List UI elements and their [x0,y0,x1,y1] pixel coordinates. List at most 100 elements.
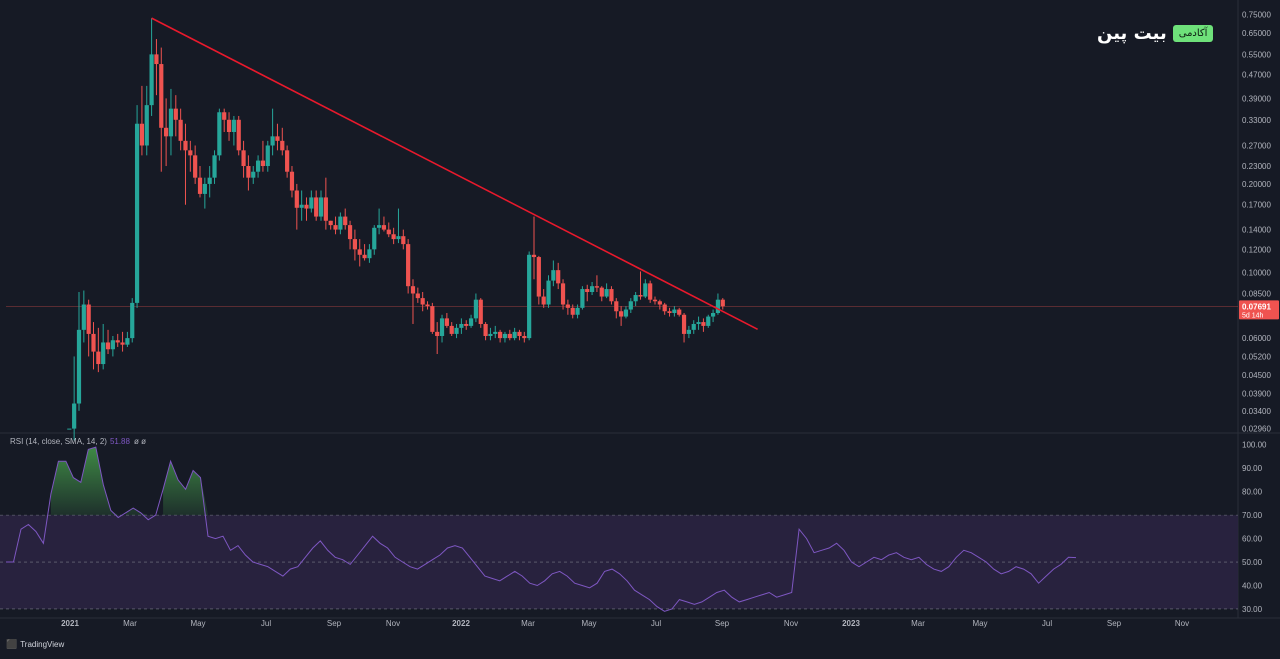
candle-body [343,216,348,226]
candle [677,307,682,317]
candle [643,279,648,299]
candle [498,329,503,343]
candle [410,279,416,324]
candle [507,329,512,341]
candle [589,281,595,296]
candle-body [619,311,624,317]
rsi-tick-label: 50.00 [1242,558,1263,567]
candle-body [493,331,498,334]
candle [609,286,614,305]
candle-body [696,322,701,324]
rsi-settings-icons[interactable]: ø ø [133,437,146,446]
time-axis-label: May [972,619,987,628]
candle-body [648,283,653,300]
candle-body [420,298,425,305]
candle-body [212,155,217,178]
candle-body [686,329,691,334]
time-axis-label: May [581,619,596,628]
candle [299,190,304,221]
time-axis-label: May [190,619,205,628]
candle [115,333,120,347]
candle-body [231,119,236,132]
candle-body [125,338,130,345]
candle [178,108,183,151]
candle [638,271,643,300]
candle-body [585,289,590,293]
candle-body [701,322,706,326]
candle [701,318,706,332]
candle-body [217,112,222,156]
candle [662,302,667,315]
candle [619,306,624,326]
candle-body [541,296,546,305]
time-axis-label: Sep [1107,619,1122,628]
candle-body [139,123,145,146]
candle-body [149,54,154,106]
candle-body [570,307,575,315]
candle [522,331,527,343]
candle [328,220,333,230]
candle [691,320,696,334]
candle [706,314,711,328]
candle [541,289,546,308]
candle-body [706,316,711,326]
candle [560,279,566,310]
candle [246,155,251,191]
candle [139,85,145,156]
candle [275,123,280,151]
price-tick-label: 0.23000 [1242,162,1271,171]
candle-body [643,283,648,297]
tradingview-logo-icon: ⬛ [6,639,18,649]
candle [260,140,266,172]
candle [580,286,585,310]
candle-body [575,307,580,315]
candle [377,208,382,235]
candle-body [67,428,72,430]
candle [101,323,106,370]
candle [280,127,285,156]
candle [241,140,246,178]
candle [531,216,537,280]
tradingview-brand[interactable]: ⬛ TradingView [6,639,64,650]
logo-badge: آکادمی [1172,24,1214,42]
candle [478,298,483,328]
candle [556,262,561,290]
candle [391,227,396,245]
candle-body [323,197,328,221]
candle-body [589,286,595,293]
rsi-tick-label: 100.00 [1242,441,1267,450]
candle [473,293,479,323]
candle [125,331,130,347]
candle [110,335,115,357]
candle [435,322,440,354]
time-axis-label: Mar [521,619,535,628]
candle [614,298,619,319]
candle-body [580,289,585,308]
time-axis-label: Nov [1175,619,1189,628]
candle-body [435,331,440,336]
rsi-tick-label: 90.00 [1242,464,1263,473]
price-tick-label: 0.33000 [1242,116,1271,125]
candle [202,177,207,209]
candle [686,325,691,339]
candle-body [691,323,696,330]
candle-body [652,299,658,302]
candle-body [255,160,261,172]
candle [623,306,629,319]
candle-body [710,312,716,317]
candle [599,286,604,302]
candle [309,190,314,213]
candle [314,190,319,221]
candle-body [536,257,541,297]
candle [255,155,261,178]
candle-body [314,197,319,217]
rsi-layer [0,446,1238,612]
candle [333,216,338,235]
candle-body [72,403,77,429]
axis-layer: 0.75000 0.65000 0.55000 0.47000 0.39000 0.330… [61,11,1279,628]
rsi-tick-label: 70.00 [1242,511,1263,520]
rsi-legend[interactable]: RSI (14, close, SMA, 14, 2) 51.88 ø ø [10,437,146,446]
candle [536,255,541,305]
